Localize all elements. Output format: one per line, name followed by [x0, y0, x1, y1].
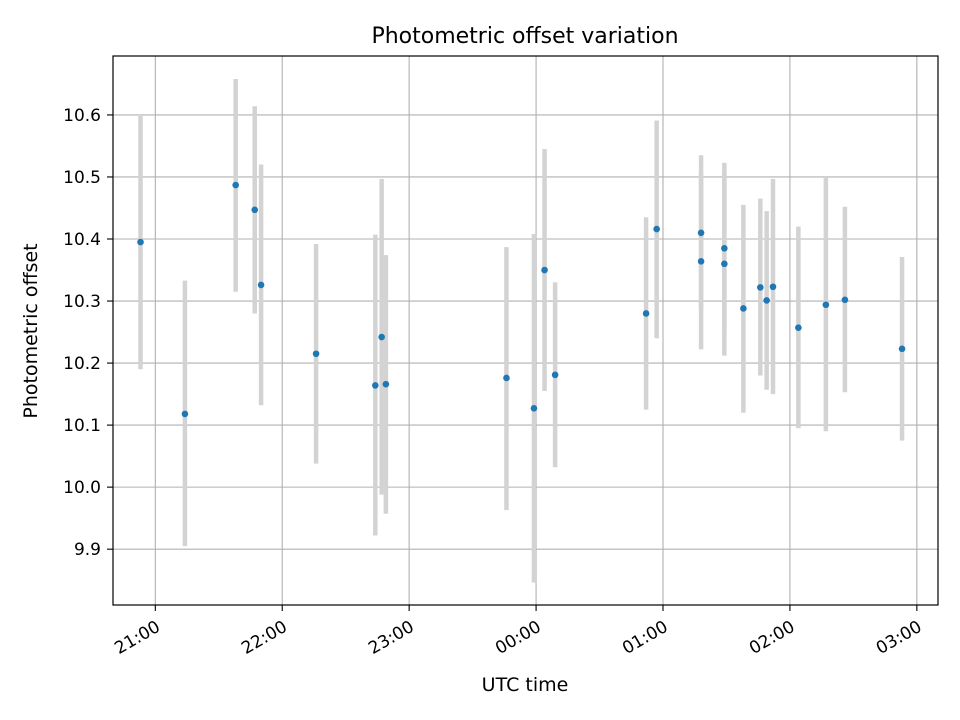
y-tick-labels: 9.9 10.0 10.1 10.2 10.3 10.4 10.5 10.6: [63, 106, 101, 560]
data-point: [721, 260, 728, 268]
x-tick-label: 01:00: [619, 617, 671, 659]
y-axis-label: Photometric offset: [20, 243, 42, 418]
data-point: [757, 284, 764, 291]
y-tick-label: 10.0: [63, 478, 101, 498]
data-point: [740, 305, 747, 312]
y-tick-label: 10.2: [63, 354, 101, 374]
data-point: [841, 296, 849, 304]
data-point: [763, 297, 770, 304]
data-point: [372, 382, 379, 389]
data-point: [769, 283, 777, 291]
y-tick-label: 10.3: [63, 292, 101, 312]
data-points: [137, 181, 906, 418]
data-point: [795, 324, 802, 332]
data-point: [697, 258, 705, 265]
y-tick-label: 9.9: [74, 540, 101, 560]
data-point: [541, 266, 548, 274]
x-axis-label: UTC time: [482, 674, 569, 696]
data-point: [312, 350, 320, 358]
data-point: [382, 380, 390, 388]
x-tick-label: 23:00: [365, 617, 417, 659]
data-point: [378, 333, 385, 341]
error-bars: [138, 78, 905, 583]
x-tick-labels: 21:00 22:00 23:00 00:00 01:00 02:00 03:00: [111, 617, 925, 659]
data-point: [898, 345, 906, 353]
y-tick-label: 10.5: [63, 168, 101, 188]
data-point: [137, 238, 144, 246]
data-point: [530, 405, 538, 412]
x-tick-label: 00:00: [492, 617, 544, 659]
x-tick-label: 03:00: [873, 617, 925, 659]
data-point: [653, 225, 660, 233]
data-point: [232, 181, 239, 189]
data-point: [251, 206, 259, 214]
plot-frame: [112, 55, 939, 606]
data-point: [721, 245, 728, 252]
y-tick-label: 10.4: [63, 230, 101, 250]
y-tick-label: 10.6: [63, 106, 101, 126]
data-point: [181, 410, 189, 418]
axis-ticks: [107, 114, 918, 611]
data-point: [551, 371, 559, 379]
x-tick-label: 22:00: [238, 617, 290, 659]
x-tick-label: 02:00: [746, 617, 798, 659]
x-tick-label: 21:00: [111, 617, 163, 659]
data-point: [697, 229, 705, 237]
data-point: [642, 310, 650, 317]
data-point: [822, 301, 830, 309]
data-point: [257, 281, 265, 289]
chart-title: Photometric offset variation: [371, 24, 678, 49]
data-point: [503, 374, 510, 382]
y-tick-label: 10.1: [63, 416, 101, 436]
